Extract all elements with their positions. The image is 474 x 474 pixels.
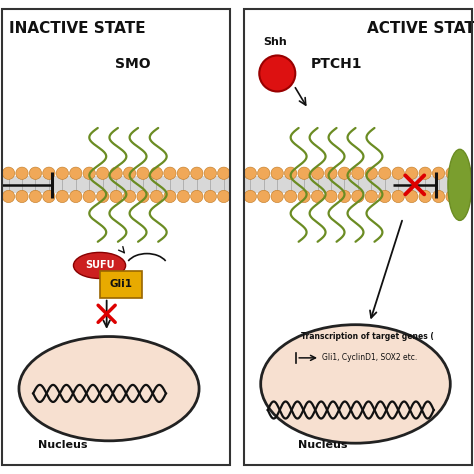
Circle shape [379,167,391,179]
Ellipse shape [73,252,126,278]
Circle shape [150,191,163,203]
Bar [2,176,230,193]
FancyBboxPatch shape [100,271,142,298]
Circle shape [177,191,190,203]
Circle shape [137,191,149,203]
Circle shape [432,167,445,179]
Circle shape [446,167,458,179]
Circle shape [2,167,15,179]
Text: Shh: Shh [263,37,287,47]
Circle shape [338,167,351,179]
Circle shape [284,191,297,203]
Text: Nucleus: Nucleus [298,440,347,450]
Circle shape [259,55,295,91]
Circle shape [218,191,230,203]
Ellipse shape [261,325,450,443]
Circle shape [311,191,324,203]
Circle shape [338,191,351,203]
Circle shape [56,167,69,179]
Circle shape [56,191,69,203]
Circle shape [419,191,431,203]
Circle shape [244,167,256,179]
Text: Gli1, CyclinD1, SOX2 etc.: Gli1, CyclinD1, SOX2 etc. [322,353,418,362]
Circle shape [459,167,472,179]
Circle shape [204,167,217,179]
Text: INACTIVE STATE: INACTIVE STATE [9,21,146,36]
Text: ACTIVE STATE: ACTIVE STATE [367,21,474,36]
Text: SMO: SMO [115,57,151,71]
Circle shape [123,191,136,203]
Circle shape [257,191,270,203]
Circle shape [298,191,310,203]
Circle shape [164,167,176,179]
Circle shape [70,191,82,203]
Circle shape [150,167,163,179]
Circle shape [218,167,230,179]
Text: Gli1: Gli1 [109,279,132,290]
Circle shape [43,167,55,179]
Bar [244,176,472,193]
Circle shape [110,167,122,179]
Circle shape [70,167,82,179]
Circle shape [2,191,15,203]
Circle shape [352,167,364,179]
Circle shape [446,191,458,203]
Circle shape [405,191,418,203]
Circle shape [97,191,109,203]
Circle shape [392,167,404,179]
Circle shape [365,167,377,179]
Circle shape [123,167,136,179]
Circle shape [29,167,42,179]
Circle shape [298,167,310,179]
Circle shape [257,167,270,179]
Circle shape [16,191,28,203]
Text: Nucleus: Nucleus [38,440,87,450]
Bar [244,9,472,465]
Circle shape [459,191,472,203]
Circle shape [405,167,418,179]
Circle shape [204,191,217,203]
Circle shape [244,191,256,203]
Circle shape [325,167,337,179]
Circle shape [379,191,391,203]
Circle shape [164,191,176,203]
Circle shape [29,191,42,203]
Circle shape [284,167,297,179]
Circle shape [137,167,149,179]
Ellipse shape [448,149,472,220]
Bar [2,9,230,465]
Circle shape [365,191,377,203]
Circle shape [311,167,324,179]
Circle shape [16,167,28,179]
Text: SUFU: SUFU [85,260,114,271]
Circle shape [83,191,95,203]
Circle shape [43,191,55,203]
Circle shape [271,191,283,203]
Circle shape [110,191,122,203]
Circle shape [191,191,203,203]
Ellipse shape [19,337,199,441]
Circle shape [271,167,283,179]
Circle shape [352,191,364,203]
Circle shape [325,191,337,203]
Circle shape [177,167,190,179]
Circle shape [191,167,203,179]
Circle shape [392,191,404,203]
Text: Transcription of target genes (: Transcription of target genes ( [301,332,434,341]
Circle shape [419,167,431,179]
Circle shape [97,167,109,179]
Circle shape [83,167,95,179]
Circle shape [432,191,445,203]
Text: PTCH1: PTCH1 [311,57,362,71]
